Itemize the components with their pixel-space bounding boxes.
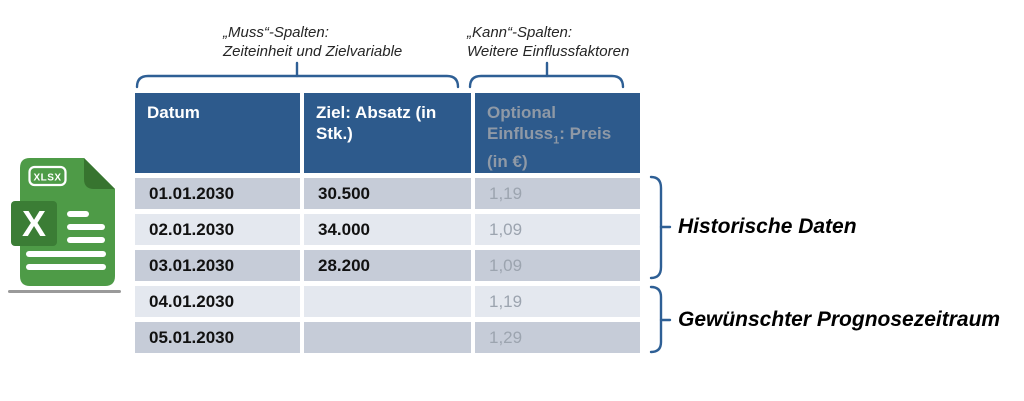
- header-optional-subscript: 1: [553, 134, 560, 147]
- text-line-icon: [26, 251, 106, 257]
- excel-square: [11, 201, 57, 246]
- xlsx-badge-label: XLSX: [33, 173, 61, 184]
- cell-preis: 1,09: [475, 214, 640, 245]
- cell-absatz: 30.500: [304, 178, 471, 209]
- kann-annotation-line2: Weitere Einflussfaktoren: [467, 43, 630, 60]
- side-brace-historical: [649, 175, 663, 280]
- header-optional-post: : Preis (in €): [487, 124, 612, 172]
- excel-sample-table: Datum Ziel: Absatz (in Stk.) Optional Ei…: [135, 93, 640, 353]
- text-line-icon: [67, 224, 105, 230]
- cell-preis: 1,19: [475, 286, 640, 317]
- text-line-icon: [26, 264, 106, 270]
- header-optional-pre: Optional Einfluss: [487, 103, 556, 143]
- cell-preis: 1,09: [475, 250, 640, 281]
- icon-shadow-line: [8, 290, 121, 293]
- muss-annotation-line1: „Muss“-Spalten:: [223, 24, 329, 41]
- folded-corner: [84, 158, 115, 189]
- cell-absatz: [304, 286, 471, 317]
- cell-datum: 05.01.2030: [135, 322, 300, 353]
- top-brace-muss: [135, 74, 460, 89]
- cell-datum: 04.01.2030: [135, 286, 300, 317]
- cell-absatz: 28.200: [304, 250, 471, 281]
- xlsx-file-icon: XLSX X: [8, 158, 121, 293]
- cell-absatz: 34.000: [304, 214, 471, 245]
- header-cell-optional: Optional Einfluss1: Preis (in €): [475, 93, 640, 173]
- cell-datum: 01.01.2030: [135, 178, 300, 209]
- text-line-icon: [67, 237, 105, 243]
- top-brace-kann: [468, 74, 625, 89]
- cell-datum: 02.01.2030: [135, 214, 300, 245]
- muss-columns-annotation: „Muss“-Spalten: Zeiteinheit und Zielvari…: [223, 23, 402, 61]
- forecast-period-label: Gewünschter Prognosezeitraum: [678, 308, 1001, 331]
- text-line-icon: [67, 211, 89, 217]
- kann-columns-annotation: „Kann“-Spalten: Weitere Einflussfaktoren: [467, 23, 629, 61]
- cell-absatz: [304, 322, 471, 353]
- xlsx-badge-outline: [28, 165, 67, 187]
- header-cell-ziel: Ziel: Absatz (in Stk.): [304, 93, 471, 173]
- excel-x-letter: X: [22, 203, 46, 244]
- kann-annotation-line1: „Kann“-Spalten:: [467, 24, 573, 41]
- cell-preis: 1,19: [475, 178, 640, 209]
- side-brace-forecast: [649, 285, 663, 354]
- cell-preis: 1,29: [475, 322, 640, 353]
- muss-annotation-line2: Zeiteinheit und Zielvariable: [223, 43, 403, 60]
- header-cell-datum: Datum: [135, 93, 300, 173]
- cell-datum: 03.01.2030: [135, 250, 300, 281]
- historical-data-label: Historische Daten: [678, 215, 857, 238]
